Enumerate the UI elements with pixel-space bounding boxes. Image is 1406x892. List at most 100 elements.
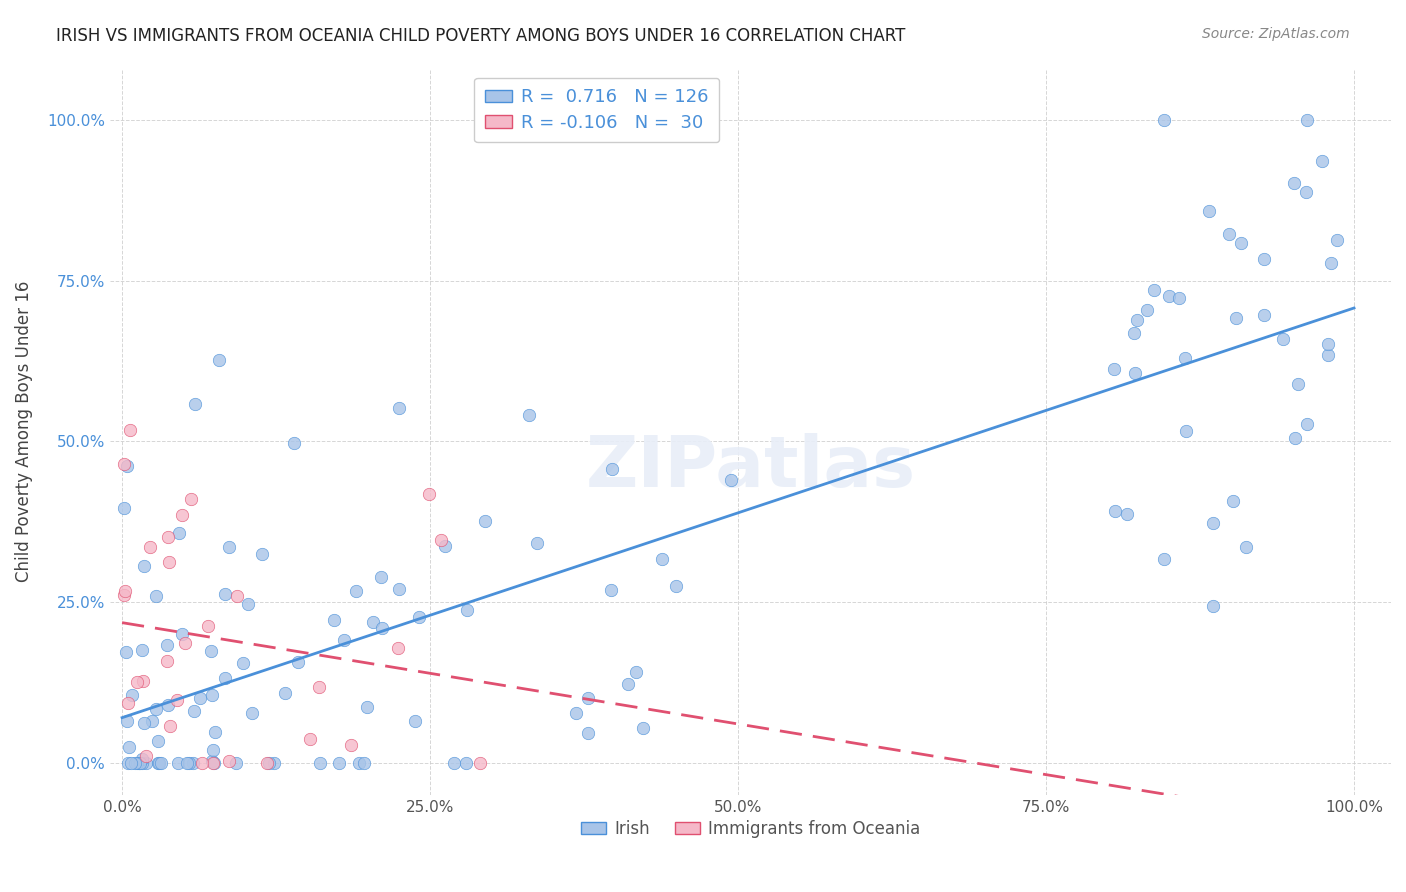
Point — [430, 533, 453, 547]
Point — [576, 725, 599, 739]
Point — [176, 756, 198, 770]
Point — [214, 587, 236, 601]
Point — [347, 756, 370, 770]
Point — [232, 656, 254, 670]
Point — [131, 643, 153, 657]
Point — [149, 756, 172, 770]
Point — [188, 691, 211, 706]
Point — [181, 756, 204, 770]
Point — [146, 734, 169, 748]
Text: IRISH VS IMMIGRANTS FROM OCEANIA CHILD POVERTY AMONG BOYS UNDER 16 CORRELATION C: IRISH VS IMMIGRANTS FROM OCEANIA CHILD P… — [56, 27, 905, 45]
Point — [118, 739, 141, 754]
Point — [371, 621, 394, 635]
Point — [201, 743, 224, 757]
Y-axis label: Child Poverty Among Boys Under 16: Child Poverty Among Boys Under 16 — [15, 281, 32, 582]
Point — [166, 756, 188, 770]
Point — [1115, 507, 1137, 521]
Point — [631, 721, 654, 735]
Point — [263, 756, 285, 770]
Point — [1316, 348, 1339, 362]
Point — [138, 540, 160, 554]
Point — [1312, 154, 1334, 169]
Point — [226, 589, 249, 603]
Point — [159, 719, 181, 733]
Point — [128, 756, 150, 770]
Point — [1175, 424, 1198, 438]
Point — [600, 583, 623, 598]
Point — [117, 756, 139, 770]
Point — [114, 584, 136, 599]
Point — [184, 397, 207, 411]
Point — [124, 756, 146, 770]
Point — [1198, 203, 1220, 218]
Point — [218, 540, 240, 554]
Point — [1102, 361, 1125, 376]
Point — [664, 579, 686, 593]
Point — [309, 756, 332, 770]
Point — [204, 725, 226, 739]
Point — [387, 582, 409, 596]
Legend: Irish, Immigrants from Oceania: Irish, Immigrants from Oceania — [574, 814, 927, 845]
Point — [1326, 233, 1348, 247]
Point — [141, 714, 163, 728]
Point — [1136, 303, 1159, 318]
Point — [1253, 308, 1275, 322]
Point — [1202, 599, 1225, 614]
Point — [1123, 326, 1146, 340]
Point — [120, 756, 142, 770]
Point — [1202, 516, 1225, 530]
Point — [474, 514, 496, 528]
Point — [166, 693, 188, 707]
Point — [517, 408, 540, 422]
Point — [283, 436, 305, 450]
Point — [156, 638, 179, 652]
Point — [200, 643, 222, 657]
Point — [1286, 376, 1309, 391]
Point — [156, 530, 179, 544]
Point — [214, 671, 236, 685]
Point — [1282, 176, 1305, 190]
Point — [145, 589, 167, 603]
Point — [1284, 432, 1306, 446]
Point — [201, 689, 224, 703]
Point — [201, 754, 224, 768]
Point — [1153, 551, 1175, 566]
Point — [1295, 417, 1317, 432]
Point — [146, 756, 169, 770]
Point — [202, 756, 225, 770]
Point — [418, 486, 440, 500]
Text: Source: ZipAtlas.com: Source: ZipAtlas.com — [1202, 27, 1350, 41]
Point — [120, 423, 142, 437]
Point — [526, 535, 548, 549]
Point — [112, 588, 135, 602]
Point — [1222, 494, 1244, 508]
Point — [191, 756, 214, 770]
Point — [173, 636, 195, 650]
Point — [287, 655, 309, 669]
Point — [131, 752, 153, 766]
Point — [340, 739, 363, 753]
Point — [121, 688, 143, 702]
Point — [180, 491, 202, 506]
Point — [132, 716, 155, 731]
Point — [1317, 337, 1340, 351]
Point — [115, 714, 138, 729]
Point — [356, 699, 378, 714]
Point — [576, 691, 599, 706]
Point — [131, 756, 153, 770]
Point — [1174, 351, 1197, 365]
Point — [225, 756, 247, 770]
Point — [129, 756, 152, 770]
Point — [456, 603, 478, 617]
Point — [1295, 185, 1317, 199]
Point — [112, 500, 135, 515]
Point — [470, 756, 492, 770]
Point — [408, 609, 430, 624]
Point — [1123, 367, 1146, 381]
Point — [183, 704, 205, 718]
Point — [624, 665, 647, 680]
Point — [434, 539, 457, 553]
Point — [1229, 235, 1251, 250]
Point — [115, 458, 138, 473]
Point — [456, 756, 478, 770]
